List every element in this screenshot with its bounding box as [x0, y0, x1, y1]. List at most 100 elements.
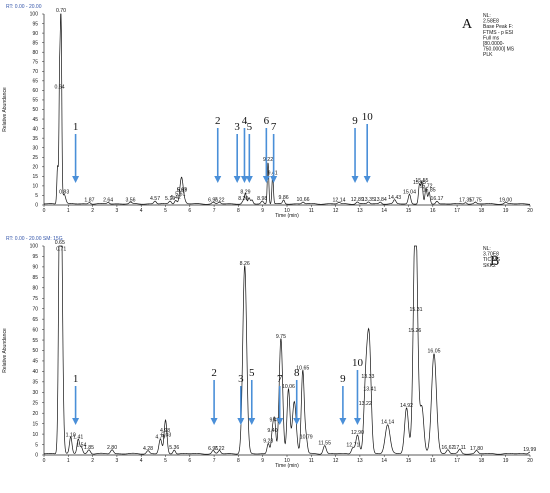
annotation-arrowhead: [363, 176, 371, 183]
x-tick-label: 5: [164, 208, 167, 214]
peak-label: 0.64: [54, 84, 64, 90]
peak-label: 0.65: [55, 240, 65, 246]
peak-label: 1.87: [84, 197, 94, 203]
annotation-number: 10: [362, 111, 374, 123]
peak-label: 9.23: [263, 439, 273, 445]
chart-panel-b: RT: 0.00 - 20.00 SM: 15G0510152025303540…: [2, 236, 536, 469]
info-line: [80.0000-: [483, 41, 504, 47]
x-tick-label: 6: [188, 208, 191, 214]
y-tick-label: 95: [32, 254, 38, 260]
peak-label: 5.42: [171, 195, 181, 201]
peak-label: 15.72: [420, 184, 433, 190]
peak-label: 9.75: [276, 334, 286, 340]
peak-label: 0.70: [56, 8, 66, 14]
annotation-arrowhead: [270, 176, 278, 183]
x-tick-label: 3: [116, 208, 119, 214]
peak-label: 15.85: [423, 188, 436, 194]
x-tick-label: 20: [527, 208, 533, 214]
y-tick-label: 10: [32, 432, 38, 438]
info-line: NL:: [483, 246, 491, 252]
x-tick-label: 6: [188, 458, 191, 464]
peak-label: 0.83: [59, 189, 69, 195]
peak-label: 11.55: [318, 441, 331, 447]
panel-label: A: [462, 17, 473, 32]
peak-label: 4.79: [155, 434, 165, 440]
y-tick-label: 10: [32, 184, 38, 190]
x-tick-label: 4: [140, 458, 143, 464]
chromatogram-trace: [43, 245, 531, 455]
y-tick-label: 50: [32, 107, 38, 113]
info-line: SKK2: [483, 263, 496, 269]
peak-label: 19.00: [499, 197, 512, 203]
peak-label: 4.98: [160, 428, 170, 434]
annotation-number: 3: [238, 373, 244, 385]
x-tick-label: 4: [140, 208, 143, 214]
info-line: NL:: [483, 13, 491, 19]
info-line: Base Peak F:: [483, 24, 513, 30]
peak-label: 10.66: [297, 197, 310, 203]
peak-label: 15.31: [410, 307, 423, 313]
peak-label: 4.28: [143, 446, 153, 452]
peak-label: 5.69: [177, 188, 187, 194]
peak-label: 14.14: [381, 420, 394, 426]
y-axis-label: Relative Abundance: [2, 87, 8, 132]
x-tick-label: 11: [309, 208, 314, 214]
x-tick-label: 15: [406, 208, 412, 214]
annotation-arrowhead: [339, 418, 347, 425]
y-tick-label: 50: [32, 348, 38, 354]
x-tick-label: 19: [503, 208, 509, 214]
annotation-number: 1: [73, 121, 79, 133]
y-tick-label: 65: [32, 79, 38, 85]
y-tick-label: 40: [32, 126, 38, 132]
annotation-number: 2: [215, 115, 221, 127]
annotation-number: 4: [242, 115, 248, 127]
peak-label: 9.40: [267, 428, 277, 434]
y-tick-label: 65: [32, 317, 38, 323]
y-tick-label: 85: [32, 40, 38, 46]
annotation-arrowhead: [237, 418, 245, 425]
y-tick-label: 35: [32, 380, 38, 386]
y-tick-label: 15: [32, 174, 38, 180]
peak-label: 13.35: [362, 197, 375, 203]
y-tick-label: 45: [32, 359, 38, 365]
annotation-number: 6: [264, 115, 270, 127]
annotation-number: 7: [271, 121, 277, 133]
peak-label: 4.57: [150, 196, 160, 202]
x-tick-label: 7: [213, 208, 216, 214]
x-tick-label: 2: [91, 208, 94, 214]
peak-label: 13.84: [374, 197, 387, 203]
x-tick-label: 12: [333, 458, 339, 464]
peak-label: 5.36: [169, 445, 179, 451]
chart-panel-a: RT: 0.00 - 20.00051015202530354045505560…: [2, 4, 533, 219]
chromatogram-trace: [44, 13, 531, 205]
annotation-number: 10: [352, 357, 364, 369]
peak-label: 7.22: [214, 446, 224, 452]
x-tick-label: 18: [479, 458, 485, 464]
chart-header: RT: 0.00 - 20.00 SM: 15G: [6, 236, 63, 242]
peak-label: 6.96: [208, 197, 218, 203]
peak-label: 9.86: [279, 195, 289, 201]
peak-label: 9.22: [263, 157, 273, 163]
annotation-arrowhead: [210, 418, 218, 425]
y-tick-label: 80: [32, 286, 38, 292]
peak-label: 5.03: [161, 432, 171, 438]
y-tick-label: 85: [32, 275, 38, 281]
annotation-arrowhead: [293, 418, 301, 425]
x-tick-label: 12: [333, 208, 339, 214]
x-tick-label: 11: [309, 458, 314, 464]
y-tick-label: 55: [32, 98, 38, 104]
peak-label: 16.17: [430, 196, 443, 202]
peak-label: 15.04: [403, 189, 416, 195]
y-tick-label: 100: [30, 12, 39, 18]
y-tick-label: 90: [32, 265, 38, 271]
x-tick-label: 19: [503, 458, 509, 464]
annotation-number: 5: [249, 367, 255, 379]
peak-label: 9.49: [270, 418, 280, 424]
x-tick-label: 7: [213, 458, 216, 464]
y-tick-label: 75: [32, 59, 38, 65]
x-tick-label: 9: [261, 458, 264, 464]
peak-label: 16.05: [428, 349, 441, 355]
x-tick-label: 10: [284, 458, 290, 464]
x-tick-label: 2: [91, 458, 94, 464]
peak-label: 15.55: [415, 178, 428, 184]
